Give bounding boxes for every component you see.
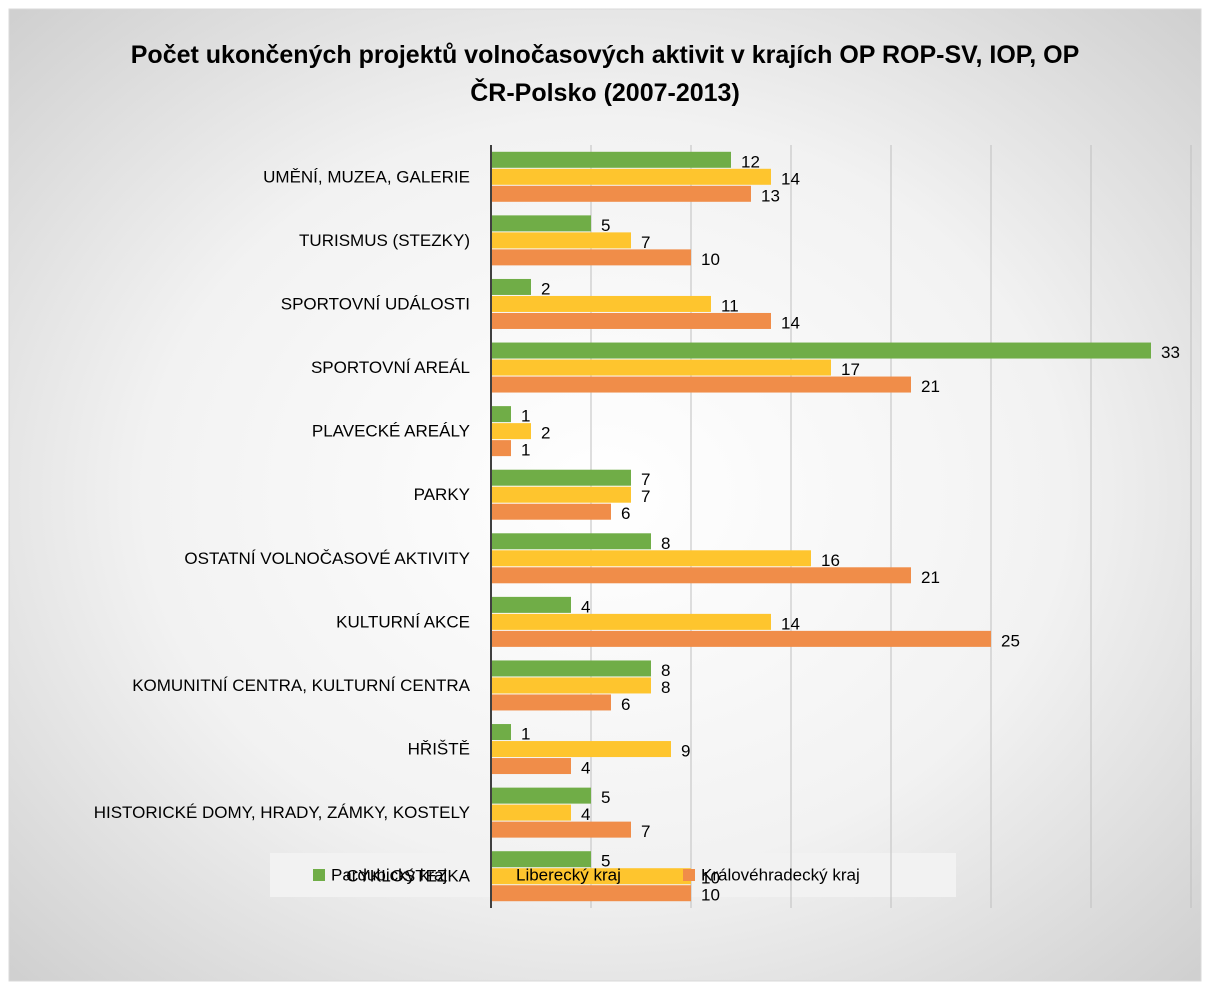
bar [491, 440, 511, 457]
data-label: 1 [521, 407, 530, 426]
data-label: 5 [601, 216, 610, 235]
data-label: 5 [601, 852, 610, 871]
legend-label: Královéhradecký kraj [701, 865, 860, 884]
category-label: SPORTOVNÍ UDÁLOSTI [281, 294, 470, 313]
category-label: OSTATNÍ VOLNOČASOVÉ AKTIVITY [184, 549, 470, 568]
category-label: SPORTOVNÍ AREÁL [311, 358, 470, 377]
bar [491, 660, 651, 677]
category-label: PARKY [414, 485, 470, 504]
category-label: HŘIŠTĚ [408, 740, 470, 759]
legend-label: Liberecký kraj [516, 865, 621, 884]
data-label: 6 [621, 504, 630, 523]
data-label: 1 [521, 725, 530, 744]
bar [491, 741, 671, 758]
data-label: 7 [641, 487, 650, 506]
bar [491, 342, 1151, 359]
bar [491, 469, 631, 486]
bar [491, 885, 691, 902]
data-label: 25 [1001, 631, 1020, 650]
legend-swatch [313, 869, 325, 881]
data-label: 10 [701, 886, 720, 905]
data-label: 4 [581, 805, 590, 824]
bar [491, 694, 611, 711]
data-label: 2 [541, 424, 550, 443]
data-label: 9 [681, 742, 690, 761]
bar [491, 724, 511, 741]
data-label: 7 [641, 470, 650, 489]
bar [491, 821, 631, 838]
bar [491, 868, 691, 885]
bar [491, 630, 991, 647]
legend-label: Pardubický kraj [331, 865, 447, 884]
category-label: KOMUNITNÍ CENTRA, KULTURNÍ CENTRA [132, 676, 470, 695]
data-label: 12 [741, 152, 760, 171]
data-label: 21 [921, 568, 940, 587]
bar [491, 249, 691, 266]
category-label: CYKLOSTEZKA [346, 867, 470, 886]
data-label: 5 [601, 788, 610, 807]
bar [491, 232, 631, 249]
bar [491, 851, 591, 868]
data-label: 8 [661, 678, 670, 697]
data-label: 13 [761, 186, 780, 205]
category-label: PLAVECKÉ AREÁLY [312, 422, 470, 441]
data-label: 14 [781, 614, 800, 633]
data-label: 1 [521, 441, 530, 460]
data-label: 21 [921, 377, 940, 396]
bar [491, 376, 911, 393]
bar [491, 787, 591, 804]
bar [491, 278, 531, 295]
bar [491, 406, 511, 423]
bar [491, 804, 571, 821]
bar [491, 295, 711, 312]
data-label: 11 [721, 296, 739, 315]
bar [491, 359, 831, 376]
data-label: 16 [821, 551, 840, 570]
bar [491, 503, 611, 520]
data-label: 7 [641, 233, 650, 252]
bar [491, 677, 651, 694]
bar [491, 168, 771, 185]
chart-title: Počet ukončených projektů volnočasových … [130, 41, 1080, 107]
bar [491, 613, 771, 630]
bar [491, 185, 751, 202]
bar [491, 215, 591, 232]
data-label: 17 [841, 360, 860, 379]
bar [491, 758, 571, 775]
data-label: 8 [661, 534, 670, 553]
bar [491, 486, 631, 503]
data-label: 10 [701, 869, 720, 888]
category-label: TURISMUS (STEZKY) [299, 231, 470, 250]
legend-swatch [683, 869, 695, 881]
bar [491, 151, 731, 168]
data-label: 7 [641, 822, 650, 841]
data-label: 10 [701, 250, 720, 269]
bar [491, 533, 651, 550]
data-label: 2 [541, 279, 550, 298]
data-label: 33 [1161, 343, 1180, 362]
data-label: 6 [621, 695, 630, 714]
bar [491, 423, 531, 440]
data-label: 4 [581, 597, 590, 616]
category-label: KULTURNÍ AKCE [336, 612, 470, 631]
data-label: 4 [581, 759, 590, 778]
bar [491, 550, 811, 567]
data-label: 14 [781, 169, 800, 188]
legend-swatch [498, 869, 510, 881]
bar [491, 567, 911, 584]
category-label: HISTORICKÉ DOMY, HRADY, ZÁMKY, KOSTELY [94, 803, 470, 822]
bar [491, 596, 571, 613]
category-label: UMĚNÍ, MUZEA, GALERIE [263, 167, 470, 186]
data-label: 8 [661, 661, 670, 680]
bar [491, 312, 771, 329]
data-label: 14 [781, 313, 800, 332]
